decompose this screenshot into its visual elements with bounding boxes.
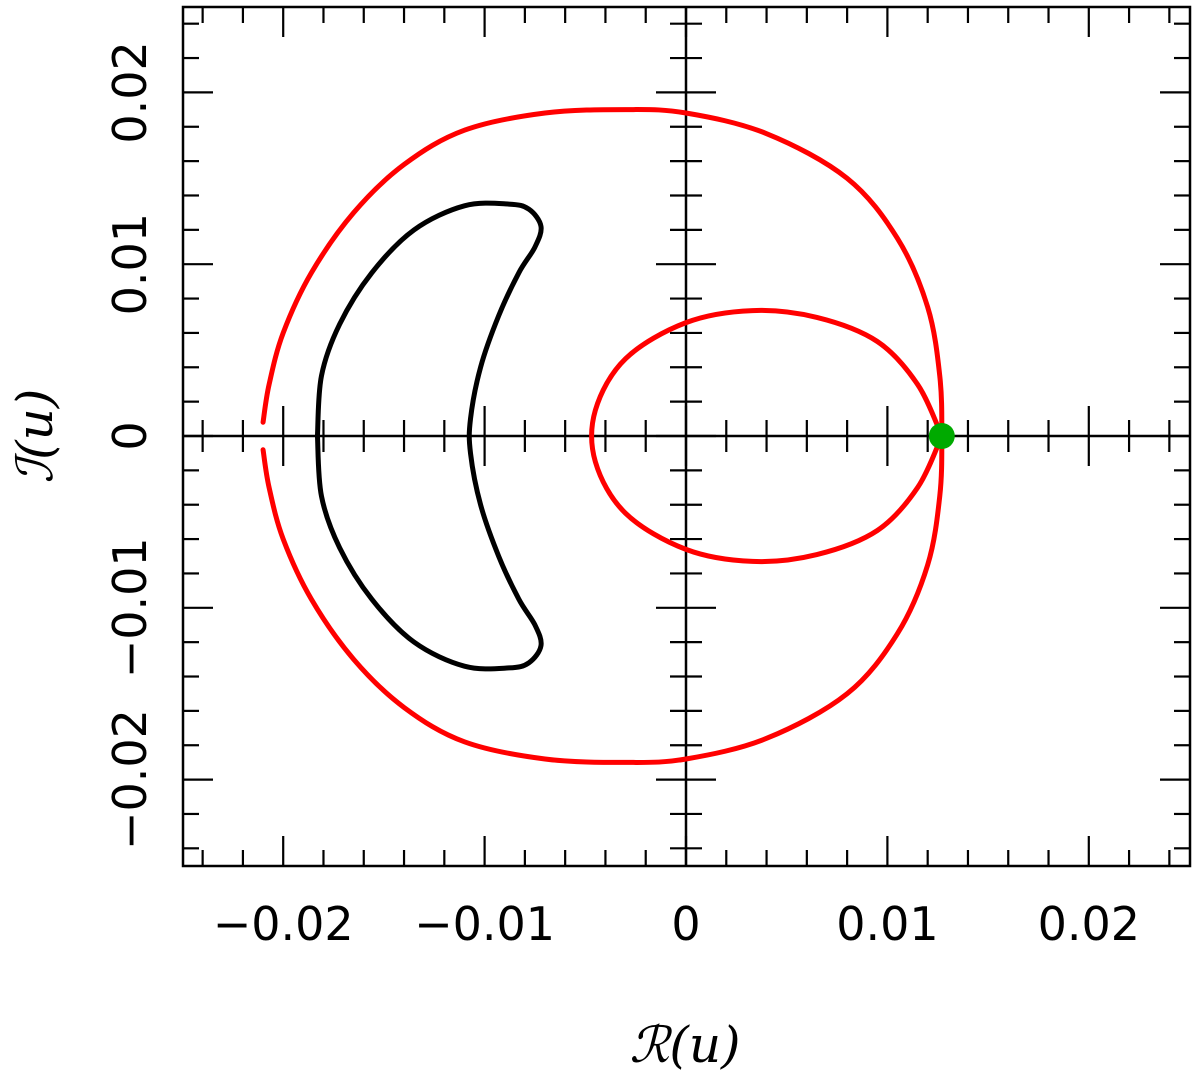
y-axis-label: ℐ(u)	[6, 389, 64, 484]
marker-layer	[928, 423, 955, 449]
y-tick-label: 0	[103, 421, 157, 450]
marker-point-0	[928, 423, 955, 449]
x-axis-label: ℛ(u)	[629, 1016, 740, 1074]
x-tick-label: −0.02	[213, 897, 354, 951]
x-tick-labels: −0.02 −0.01 0 0.01 0.02	[213, 897, 1140, 951]
y-tick-labels: −0.02 −0.01 0 0.01 0.02	[103, 41, 157, 850]
x-tick-label: 0.01	[836, 897, 938, 951]
series-curve-2	[314, 200, 544, 672]
tick-marks	[183, 7, 1190, 866]
y-tick-label: 0.01	[103, 213, 157, 315]
y-tick-label: 0.02	[103, 41, 157, 143]
x-tick-label: 0	[671, 897, 700, 951]
x-tick-label: 0.02	[1038, 897, 1140, 951]
y-tick-label: −0.02	[103, 709, 157, 850]
series-curve-1	[589, 307, 945, 565]
x-tick-label: −0.01	[414, 897, 555, 951]
y-tick-label: −0.01	[103, 537, 157, 678]
